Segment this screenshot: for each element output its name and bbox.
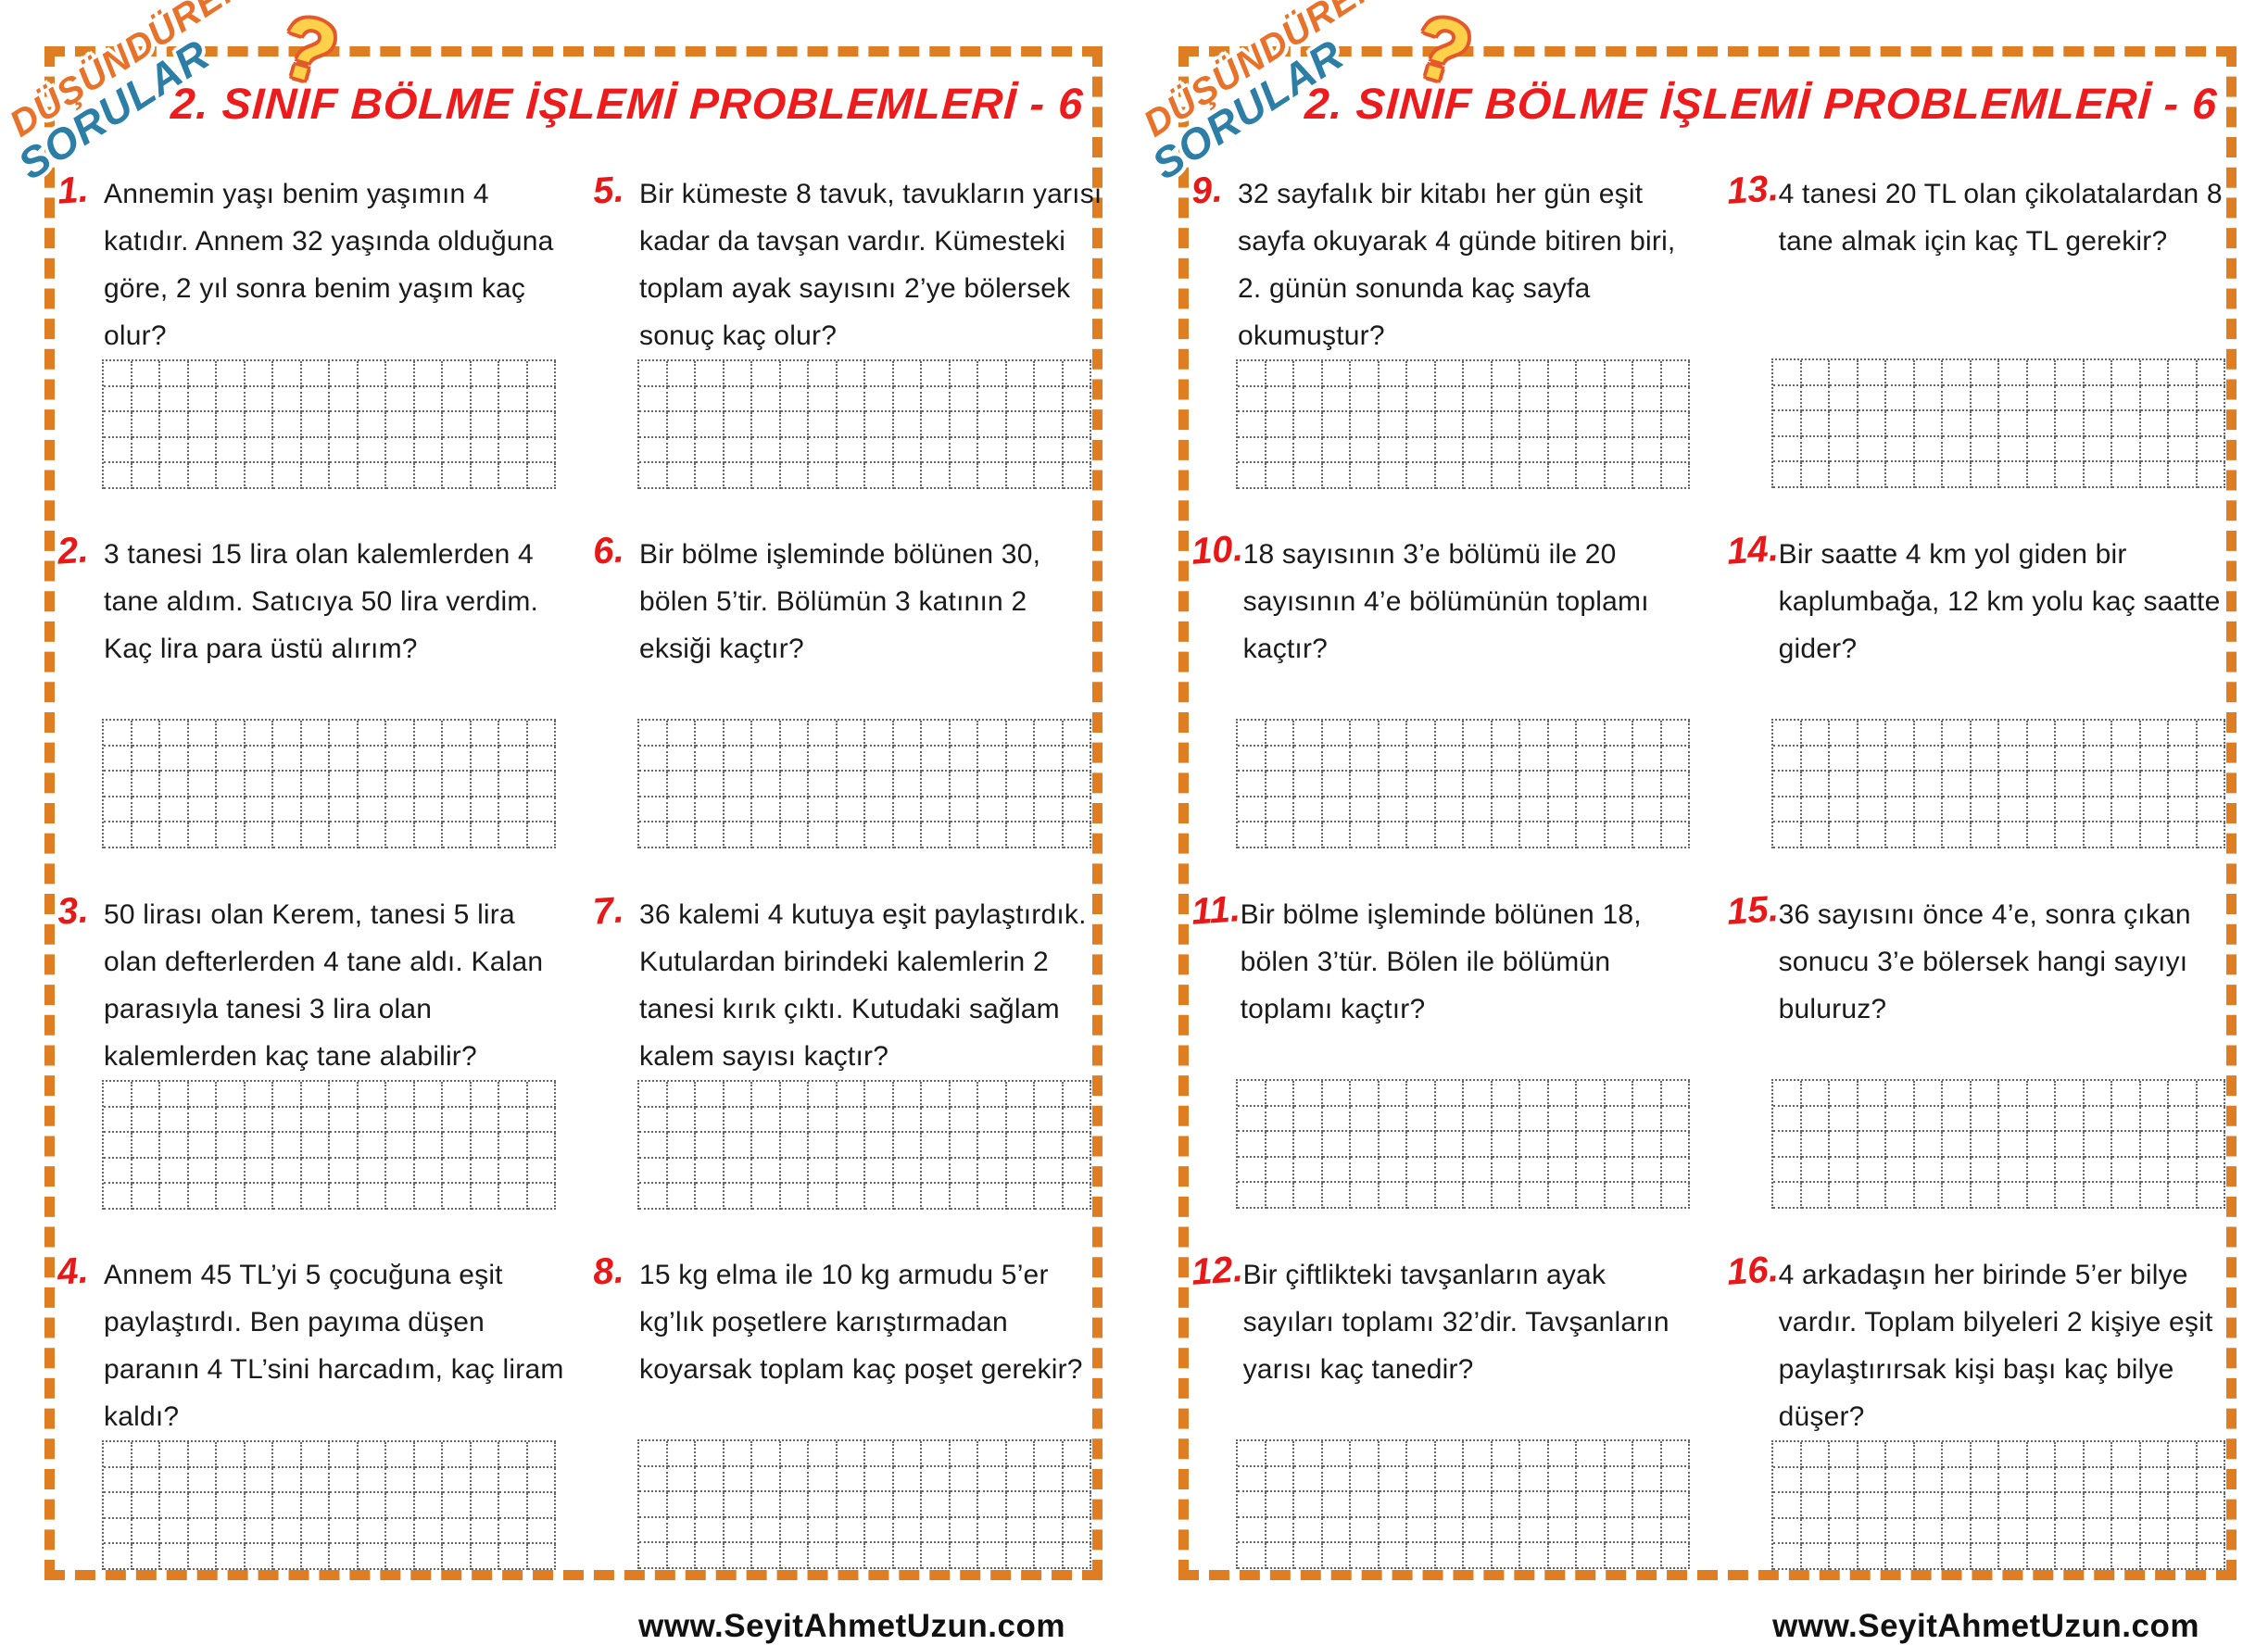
problem-text: 4 tanesi 20 TL olan çikolatalardan 8 tan…	[1778, 179, 2223, 257]
problem-text: 50 lirası olan Kerem, tanesi 5 lira olan…	[104, 899, 544, 1072]
problem-number: 10.	[1191, 528, 1245, 572]
problem-text: Annem 45 TL’yi 5 çocuğuna eşit paylaştır…	[104, 1260, 564, 1432]
problem-number: 6.	[593, 529, 625, 572]
answer-grid	[102, 1080, 556, 1210]
worksheet-page-1: DÜŞÜNDÜREN SORULAR ? 2. SINIF BÖLME İŞLE…	[3, 0, 1102, 1644]
problem-text: Bir çiftlikteki tavşanların ayak sayılar…	[1242, 1260, 1670, 1385]
problem-1: 1. Annemin yaşı benim yaşımın 4 katıdır.…	[57, 159, 567, 520]
problem-text: Bir kümeste 8 tavuk, tavukların yarısı k…	[639, 179, 1102, 351]
problem-16: 16. 4 arkadaşın her birinde 5’er bilye v…	[1727, 1240, 2236, 1601]
answer-grid	[1236, 1079, 1690, 1209]
problem-number: 7.	[593, 889, 625, 933]
problem-2: 2. 3 tanesi 15 lira olan kalemlerden 4 t…	[57, 520, 567, 880]
problem-number: 5.	[593, 169, 625, 212]
problem-number: 4.	[57, 1249, 90, 1293]
problem-number: 3.	[57, 889, 90, 933]
problem-text: 36 kalemi 4 kutuya eşit paylaştırdık. Ku…	[639, 899, 1087, 1072]
answer-grid	[637, 1439, 1091, 1569]
problem-text: Bir bölme işleminde bölünen 18, bölen 3’…	[1240, 899, 1642, 1024]
problem-text: Annemin yaşı benim yaşımın 4 katıdır. An…	[104, 179, 554, 351]
website-footer: www.SeyitAhmetUzun.com	[1772, 1608, 2199, 1644]
problem-number: 16.	[1727, 1249, 1781, 1293]
page-title: 2. SINIF BÖLME İŞLEMİ PROBLEMLERİ - 6	[1304, 79, 2219, 128]
problem-number: 14.	[1727, 528, 1781, 572]
problem-text: 4 arkadaşın her birinde 5’er bilye vardı…	[1778, 1260, 2213, 1432]
answer-grid	[1771, 358, 2225, 488]
problem-6: 6. Bir bölme işleminde bölünen 30, bölen…	[593, 520, 1102, 880]
problem-3: 3. 50 lirası olan Kerem, tanesi 5 lira o…	[57, 880, 567, 1240]
problem-10: 10. 18 sayısının 3’e bölümü ile 20 sayıs…	[1191, 520, 1701, 880]
problem-8: 8. 15 kg elma ile 10 kg armudu 5’er kg’l…	[593, 1240, 1102, 1601]
problem-text: 18 sayısının 3’e bölümü ile 20 sayısının…	[1242, 539, 1649, 664]
problem-15: 15. 36 sayısını önce 4’e, sonra çıkan so…	[1727, 880, 2236, 1240]
page-title: 2. SINIF BÖLME İŞLEMİ PROBLEMLERİ - 6	[170, 79, 1085, 128]
answer-grid	[1236, 719, 1690, 848]
answer-grid	[1236, 1439, 1690, 1569]
answer-grid	[1771, 1079, 2225, 1209]
problems-area: 1. Annemin yaşı benim yaşımın 4 katıdır.…	[57, 159, 1102, 1601]
problem-number: 13.	[1727, 168, 1781, 212]
problem-11: 11. Bir bölme işleminde bölünen 18, böle…	[1191, 880, 1701, 1240]
website-footer: www.SeyitAhmetUzun.com	[638, 1608, 1065, 1644]
answer-grid	[1771, 1440, 2225, 1570]
answer-grid	[1236, 359, 1690, 489]
problem-number: 9.	[1191, 169, 1224, 212]
problem-number: 8.	[593, 1249, 625, 1293]
problem-number: 1.	[57, 169, 90, 212]
problem-7: 7. 36 kalemi 4 kutuya eşit paylaştırdık.…	[593, 880, 1102, 1240]
problem-5: 5. Bir kümeste 8 tavuk, tavukların yarıs…	[593, 159, 1102, 520]
answer-grid	[102, 359, 556, 489]
problem-text: 3 tanesi 15 lira olan kalemlerden 4 tane…	[104, 539, 539, 664]
problem-text: 32 sayfalık bir kitabı her gün eşit sayf…	[1238, 179, 1676, 351]
problems-area: 9. 32 sayfalık bir kitabı her gün eşit s…	[1191, 159, 2236, 1601]
problem-13: 13. 4 tanesi 20 TL olan çikolatalardan 8…	[1727, 159, 2236, 520]
problem-text: Bir bölme işleminde bölünen 30, bölen 5’…	[639, 539, 1041, 664]
problem-9: 9. 32 sayfalık bir kitabı her gün eşit s…	[1191, 159, 1701, 520]
answer-grid	[637, 719, 1091, 848]
worksheet-page-2: DÜŞÜNDÜREN SORULAR ? 2. SINIF BÖLME İŞLE…	[1134, 0, 2268, 1645]
problem-number: 2.	[57, 529, 90, 572]
problem-number: 15.	[1727, 888, 1781, 933]
problem-text: Bir saatte 4 km yol giden bir kaplumbağa…	[1778, 539, 2221, 664]
problem-4: 4. Annem 45 TL’yi 5 çocuğuna eşit paylaş…	[57, 1240, 567, 1601]
answer-grid	[102, 719, 556, 848]
answer-grid	[102, 1440, 556, 1570]
problem-text: 15 kg elma ile 10 kg armudu 5’er kg’lık …	[639, 1260, 1083, 1385]
page-border	[44, 46, 1102, 1580]
problem-number: 12.	[1191, 1249, 1245, 1293]
answer-grid	[637, 359, 1091, 489]
answer-grid	[637, 1080, 1091, 1210]
answer-grid	[1771, 719, 2225, 848]
problem-text: 36 sayısını önce 4’e, sonra çıkan sonucu…	[1778, 899, 2191, 1024]
problem-12: 12. Bir çiftlikteki tavşanların ayak say…	[1191, 1240, 1701, 1601]
page-border	[1178, 46, 2236, 1580]
problem-14: 14. Bir saatte 4 km yol giden bir kaplum…	[1727, 520, 2236, 880]
problem-number: 11.	[1191, 888, 1242, 933]
